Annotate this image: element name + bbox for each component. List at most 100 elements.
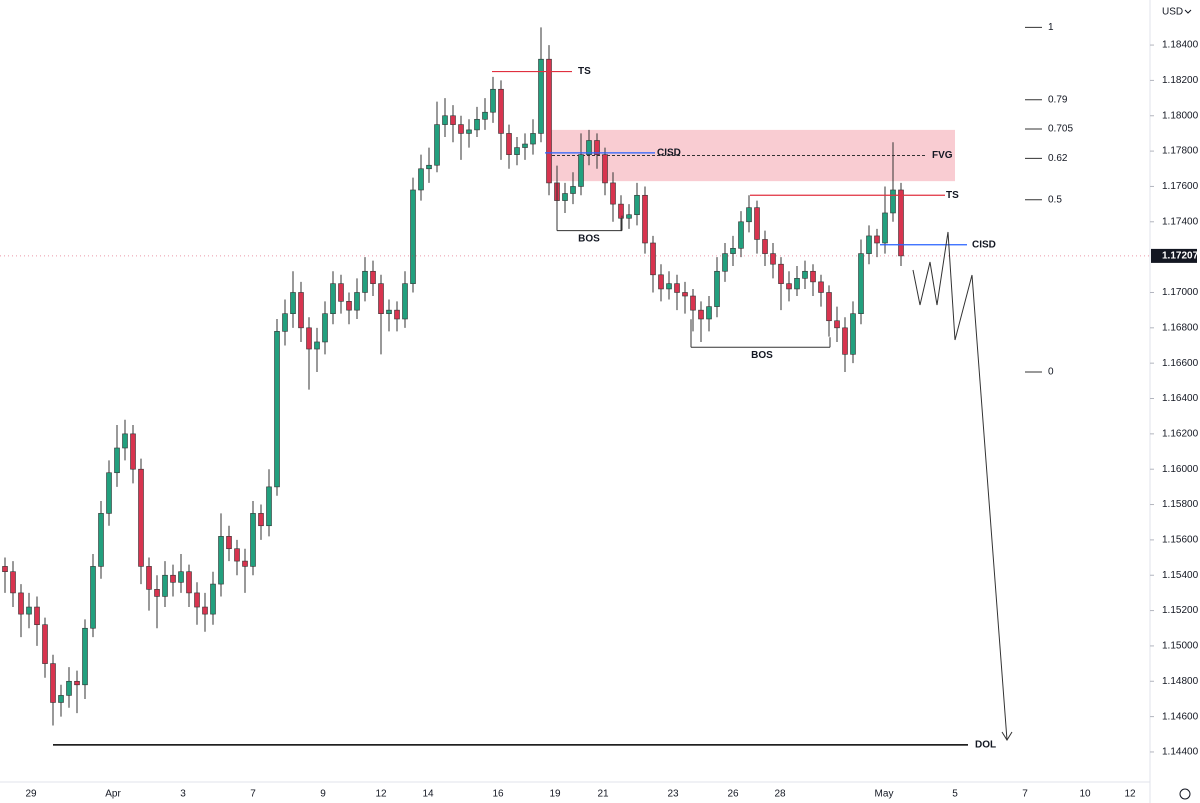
candle-body — [810, 270, 816, 283]
candle-body — [418, 168, 424, 191]
annotation-label: DOL — [975, 740, 996, 751]
x-tick-label: 21 — [597, 789, 609, 800]
y-tick-label: 1.15400 — [1162, 570, 1199, 581]
candle-body — [514, 147, 520, 155]
candle-body — [802, 270, 808, 279]
y-tick-label: 1.15800 — [1162, 499, 1199, 510]
fib-label: 0.79 — [1048, 94, 1068, 105]
candle-body — [58, 695, 64, 703]
plot: 1.18400 1.18200 1.18000 1.17800 1.17600 1.174… — [0, 22, 1199, 800]
candle-body — [466, 129, 472, 134]
candle-body — [818, 281, 824, 293]
candle-body — [226, 536, 232, 550]
candle-body — [642, 194, 648, 244]
candle-body — [146, 566, 152, 590]
candle-body — [546, 58, 552, 184]
candle-body — [378, 283, 384, 314]
candle-body — [426, 164, 432, 170]
candle-body — [210, 583, 216, 615]
settings-icon[interactable] — [1179, 788, 1191, 800]
candle-body — [42, 624, 48, 664]
fib-label: 0.705 — [1048, 124, 1073, 135]
candle-body — [602, 154, 608, 184]
candle-body — [394, 309, 400, 320]
candle-body — [442, 115, 448, 125]
candle-body — [82, 627, 88, 686]
y-tick-label: 1.18000 — [1162, 110, 1199, 121]
x-tick-label: May — [875, 789, 894, 800]
x-tick-label: 9 — [320, 789, 326, 800]
candle-body — [434, 124, 440, 166]
currency-label[interactable]: USD — [1162, 7, 1183, 18]
fib-label: 0.5 — [1048, 194, 1062, 205]
candle-body — [866, 235, 872, 254]
annotation-label: TS — [578, 66, 591, 77]
candle-body — [650, 242, 656, 276]
fvg-label: FVG — [932, 150, 953, 161]
candle-body — [898, 189, 904, 257]
candle-body — [738, 221, 744, 249]
candle-body — [362, 270, 368, 293]
candle-body — [490, 88, 496, 113]
candle-body — [130, 433, 136, 470]
y-tick-label: 1.16400 — [1162, 393, 1199, 404]
candle-body — [10, 571, 16, 594]
candle-body — [106, 472, 112, 514]
y-tick-label: 1.15600 — [1162, 535, 1199, 546]
candle-body — [754, 207, 760, 240]
x-tick-label: 28 — [774, 789, 786, 800]
annotation-label: CISD — [657, 148, 681, 159]
candle-body — [2, 566, 8, 572]
y-tick-label: 1.17600 — [1162, 181, 1199, 192]
candle-body — [186, 571, 192, 594]
candle-body — [242, 560, 248, 567]
currency-dropdown[interactable] — [1184, 9, 1192, 14]
y-tick-label: 1.16600 — [1162, 358, 1199, 369]
y-tick-label: 1.15200 — [1162, 605, 1199, 616]
candle-body — [826, 292, 832, 322]
x-tick-label: 7 — [250, 789, 256, 800]
candle-body — [162, 574, 168, 597]
x-tick-label: 29 — [25, 789, 37, 800]
candle-body — [386, 309, 392, 314]
candle-body — [498, 88, 504, 134]
candle-body — [722, 253, 728, 272]
x-tick-label: 12 — [375, 789, 387, 800]
y-tick-label: 1.17800 — [1162, 146, 1199, 157]
candle-body — [258, 513, 264, 527]
last-price-label: 1.17207 — [1162, 251, 1199, 262]
candle-body — [882, 212, 888, 244]
candle-body — [834, 320, 840, 329]
candle-body — [66, 680, 72, 696]
candle-body — [170, 574, 176, 583]
candle-body — [706, 306, 712, 320]
candle-body — [114, 447, 120, 474]
candle-body — [250, 513, 256, 567]
candle-body — [274, 331, 280, 488]
candle-body — [370, 270, 376, 284]
candle-body — [570, 186, 576, 194]
candle-body — [410, 189, 416, 284]
x-tick-label: 10 — [1079, 789, 1091, 800]
candle-body — [122, 433, 128, 449]
candle-body — [682, 292, 688, 297]
y-tick-label: 1.14400 — [1162, 747, 1199, 758]
candle-body — [674, 283, 680, 293]
y-tick-label: 1.14600 — [1162, 711, 1199, 722]
candle-body — [762, 239, 768, 254]
candle-body — [850, 313, 856, 355]
candle-body — [330, 283, 336, 314]
y-tick-label: 1.16200 — [1162, 428, 1199, 439]
candle-body — [746, 207, 752, 223]
candle-body — [778, 263, 784, 284]
y-tick-label: 1.18400 — [1162, 40, 1199, 51]
candle-body — [794, 278, 800, 290]
x-tick-label: Apr — [105, 789, 121, 800]
annotation-label: CISD — [972, 239, 996, 250]
x-tick-label: 19 — [549, 789, 561, 800]
candle-body — [402, 283, 408, 320]
candle-body — [658, 274, 664, 290]
y-tick-label: 1.16800 — [1162, 322, 1199, 333]
candle-body — [530, 133, 536, 145]
x-tick-label: 7 — [1022, 789, 1028, 800]
